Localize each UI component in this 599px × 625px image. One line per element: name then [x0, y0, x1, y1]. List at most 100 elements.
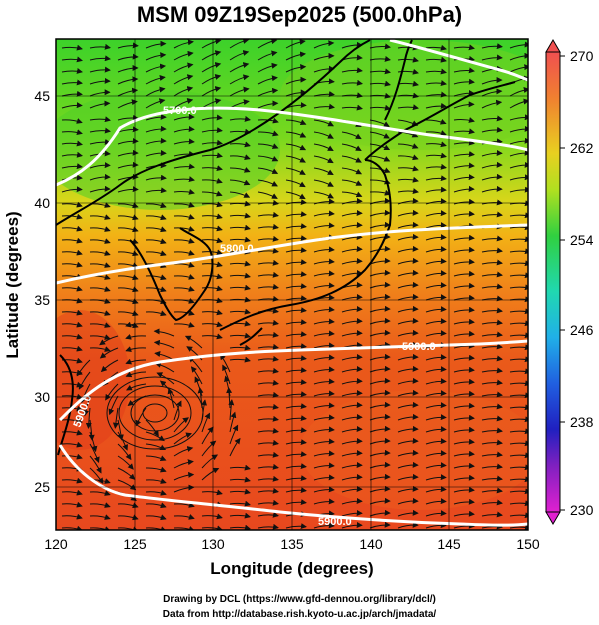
streamline-arrow — [481, 247, 503, 254]
y-tick-label: 40 — [34, 195, 50, 211]
streamline-arrow — [89, 116, 111, 123]
streamline-arrow — [397, 437, 419, 445]
streamline-arrow — [117, 149, 139, 157]
streamline-arrow — [117, 214, 139, 221]
streamline-arrow — [313, 258, 335, 265]
streamline-arrow — [61, 285, 83, 292]
streamline-arrow — [481, 211, 503, 218]
streamline-arrow — [453, 282, 475, 289]
streamline-arrow — [229, 212, 251, 219]
streamline-arrow — [341, 131, 362, 140]
streamline-arrow — [285, 439, 307, 446]
streamline-arrow — [257, 415, 279, 422]
streamline-arrow — [173, 310, 195, 316]
streamline-arrow — [89, 43, 111, 50]
contour-5900 — [58, 339, 528, 422]
streamline-arrow — [425, 198, 447, 205]
streamline-arrow — [481, 235, 503, 242]
streamline-arrow — [425, 378, 447, 385]
streamline-arrow — [201, 39, 222, 49]
streamline-arrow — [61, 44, 83, 51]
streamline-arrow — [425, 318, 447, 325]
y-axis-label: Latitude (degrees) — [3, 211, 22, 358]
credits: Drawing by DCL (https://www.gfd-dennou.o… — [0, 592, 599, 622]
streamline-arrow — [257, 100, 279, 109]
streamline-arrow — [369, 449, 391, 457]
streamline-arrow — [313, 52, 335, 61]
streamline-arrow — [89, 173, 111, 181]
streamline-arrow — [285, 475, 307, 482]
streamline-arrow — [201, 152, 223, 159]
streamline-arrow — [509, 174, 528, 181]
streamline-arrow — [61, 477, 83, 484]
streamline-arrow — [509, 212, 528, 219]
contour-5700 — [56, 106, 528, 187]
streamline-arrow — [229, 424, 239, 445]
streamline-arrow — [341, 509, 363, 517]
colorbar-bottom-arrow — [545, 511, 561, 525]
plot-frame — [55, 38, 529, 531]
streamline-arrow — [509, 368, 528, 375]
streamline-arrow — [173, 514, 195, 520]
streamline-arrow — [509, 404, 528, 411]
streamline-arrow — [425, 130, 447, 136]
streamline-arrow — [201, 467, 220, 481]
streamline-arrow — [313, 306, 335, 313]
streamline-arrow — [173, 39, 194, 49]
streamline-arrow — [481, 403, 503, 410]
streamline-arrow — [313, 90, 335, 97]
streamline-arrow — [453, 162, 475, 169]
streamline-arrow — [425, 522, 447, 529]
streamline-arrow — [481, 355, 503, 362]
streamline-arrow — [453, 44, 475, 51]
streamline-arrow — [61, 249, 83, 256]
streamline-arrow — [313, 378, 335, 385]
streamline-arrow — [313, 198, 335, 205]
streamline-arrow — [285, 487, 307, 494]
cyclone-swirl-ring — [106, 376, 204, 450]
streamline-arrow — [257, 130, 279, 137]
streamline-arrow — [509, 248, 528, 255]
streamline-arrow — [425, 152, 447, 159]
streamline-arrow — [397, 68, 419, 75]
streamline-arrow — [257, 343, 279, 350]
streamline-arrow — [184, 335, 203, 349]
streamline-arrow — [481, 379, 503, 386]
streamline-arrow — [257, 295, 279, 302]
streamline-arrow — [509, 236, 528, 243]
streamline-arrow — [201, 139, 223, 146]
streamline-arrow — [313, 426, 335, 433]
x-tick-label: 125 — [123, 536, 147, 552]
streamline-arrow — [481, 307, 503, 314]
streamline-arrow — [453, 450, 475, 457]
streamline-arrow — [285, 451, 307, 458]
streamline-arrow — [313, 246, 335, 253]
streamline-arrow — [285, 167, 306, 175]
streamline-arrow — [397, 377, 419, 385]
streamline-arrow — [425, 390, 447, 397]
streamline-arrow — [481, 295, 503, 302]
x-axis-label: Longitude (degrees) — [210, 559, 373, 578]
streamline-arrow — [509, 308, 528, 315]
streamline-arrow — [117, 479, 137, 491]
streamline-arrow — [313, 462, 335, 469]
streamline-arrow — [229, 332, 251, 339]
streamline-arrow — [509, 149, 528, 157]
streamline-arrow — [201, 237, 223, 244]
streamline-arrow — [89, 526, 111, 530]
streamline-arrow — [509, 356, 528, 363]
streamline-arrow — [125, 371, 147, 378]
streamline-arrow — [145, 489, 167, 496]
streamline-arrow — [229, 284, 251, 291]
streamline-arrow — [201, 426, 214, 445]
streamline-arrow — [285, 319, 307, 326]
streamline-arrow — [425, 246, 447, 253]
streamline-arrow — [61, 369, 83, 376]
streamline-arrow — [173, 226, 195, 232]
streamline-arrow — [397, 473, 419, 481]
y-tick-label: 25 — [34, 479, 50, 495]
streamline-arrow — [481, 523, 503, 530]
streamline-arrow — [89, 89, 111, 97]
streamline-arrow — [397, 293, 419, 301]
streamline-arrow — [313, 155, 334, 164]
